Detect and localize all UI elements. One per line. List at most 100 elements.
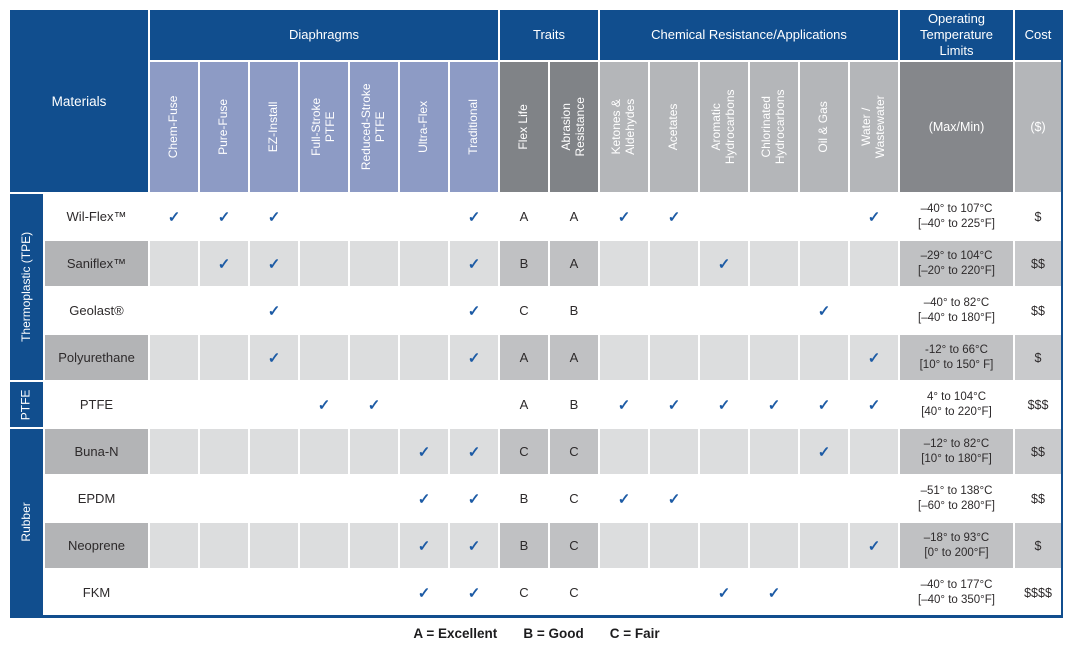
header-group-0: Diaphragms (150, 10, 498, 60)
column-header-abrasion: Abrasion Resistance (550, 62, 598, 192)
column-header-flex_life: Flex Life (500, 62, 548, 192)
value-cell: B (500, 476, 548, 521)
value-cell: ✓ (450, 570, 498, 615)
value-cell (700, 194, 748, 239)
check-icon: ✓ (267, 255, 281, 273)
temp-cell: –29° to 104°C [–20° to 220°F] (900, 241, 1013, 286)
check-icon: ✓ (467, 255, 481, 273)
check-icon: ✓ (467, 349, 481, 367)
value-cell (350, 429, 398, 474)
value-cell (200, 335, 248, 380)
column-header-cost: ($) (1015, 62, 1061, 192)
column-header-chem_fuse: Chem-Fuse (150, 62, 198, 192)
cost-cell: $$ (1015, 241, 1061, 286)
column-header-chlorinated: Chlorinated Hydrocarbons (750, 62, 798, 192)
value-cell (750, 241, 798, 286)
value-cell: B (500, 241, 548, 286)
value-cell (850, 288, 898, 333)
check-icon: ✓ (867, 349, 881, 367)
value-cell: ✓ (250, 335, 298, 380)
value-cell: ✓ (800, 382, 848, 427)
value-cell: ✓ (700, 241, 748, 286)
value-cell (600, 523, 648, 568)
value-cell: ✓ (450, 523, 498, 568)
materials-header: Materials (10, 10, 148, 192)
value-cell (700, 335, 748, 380)
check-icon: ✓ (417, 537, 431, 555)
value-cell (350, 570, 398, 615)
header-group-1: Traits (500, 10, 598, 60)
check-icon: ✓ (817, 396, 831, 414)
value-cell: C (550, 570, 598, 615)
value-cell: ✓ (800, 429, 848, 474)
value-cell: C (500, 570, 548, 615)
check-icon: ✓ (217, 208, 231, 226)
value-cell: ✓ (850, 523, 898, 568)
material-cell: FKM (45, 570, 148, 615)
column-header-water: Water / Wastewater (850, 62, 898, 192)
check-icon: ✓ (617, 490, 631, 508)
value-cell (300, 523, 348, 568)
check-icon: ✓ (667, 208, 681, 226)
cost-cell: $$$$ (1015, 570, 1061, 615)
value-cell: ✓ (150, 194, 198, 239)
check-icon: ✓ (317, 396, 331, 414)
value-cell (400, 288, 448, 333)
value-cell (200, 429, 248, 474)
value-cell: C (500, 288, 548, 333)
value-cell (350, 241, 398, 286)
check-icon: ✓ (867, 396, 881, 414)
value-cell (750, 429, 798, 474)
value-cell (800, 241, 848, 286)
check-icon: ✓ (717, 396, 731, 414)
material-cell: EPDM (45, 476, 148, 521)
column-header-label: ($) (1030, 120, 1046, 134)
column-header-label: Flex Life (516, 104, 531, 150)
value-cell: ✓ (600, 476, 648, 521)
value-cell (700, 523, 748, 568)
check-icon: ✓ (767, 584, 781, 602)
value-cell (250, 523, 298, 568)
value-cell (300, 194, 348, 239)
value-cell (200, 523, 248, 568)
value-cell: ✓ (400, 429, 448, 474)
column-header-oil_gas: Oil & Gas (800, 62, 848, 192)
value-cell: ✓ (250, 241, 298, 286)
check-icon: ✓ (467, 208, 481, 226)
row-group-label: Thermoplastic (TPE) (18, 231, 33, 343)
value-cell: ✓ (450, 429, 498, 474)
value-cell (300, 335, 348, 380)
value-cell (750, 194, 798, 239)
header-group-2: Chemical Resistance/Applications (600, 10, 898, 60)
value-cell (800, 523, 848, 568)
value-cell (350, 288, 398, 333)
column-header-label: Abrasion Resistance (559, 97, 587, 157)
value-cell: ✓ (350, 382, 398, 427)
value-cell: ✓ (850, 194, 898, 239)
cost-cell: $$ (1015, 429, 1061, 474)
cost-cell: $ (1015, 523, 1061, 568)
legend: A = Excellent B = Good C = Fair (10, 626, 1063, 641)
value-cell: A (550, 241, 598, 286)
value-cell: ✓ (700, 570, 748, 615)
material-cell: Wil-Flex™ (45, 194, 148, 239)
value-cell (300, 288, 348, 333)
cost-cell: $$ (1015, 288, 1061, 333)
value-cell (350, 523, 398, 568)
value-cell: ✓ (250, 194, 298, 239)
check-icon: ✓ (467, 443, 481, 461)
check-icon: ✓ (717, 255, 731, 273)
column-header-label: Water / Wastewater (859, 95, 887, 159)
check-icon: ✓ (867, 208, 881, 226)
value-cell (750, 335, 798, 380)
value-cell (250, 382, 298, 427)
value-cell: ✓ (400, 476, 448, 521)
check-icon: ✓ (467, 490, 481, 508)
check-icon: ✓ (167, 208, 181, 226)
value-cell: ✓ (650, 194, 698, 239)
column-header-label: Ultra-Flex (416, 100, 431, 154)
value-cell (650, 241, 698, 286)
row-group-label: Rubber (18, 502, 33, 542)
legend-item-excellent: A = Excellent (413, 626, 498, 641)
